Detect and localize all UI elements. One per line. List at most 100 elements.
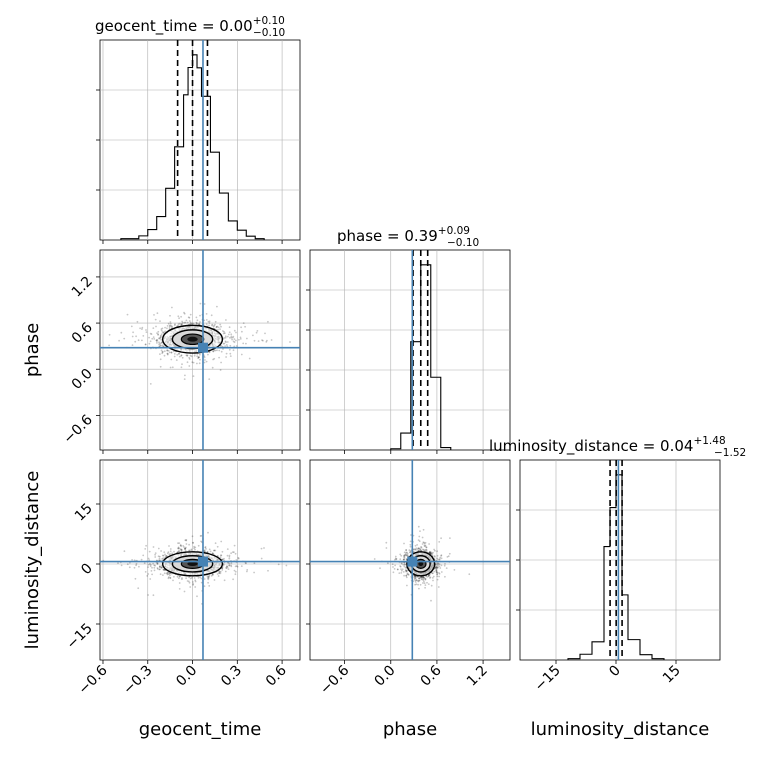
sample-point [404,553,407,556]
sample-point [392,566,394,568]
sample-point [220,554,223,557]
sample-point [178,582,181,584]
sample-point [159,358,162,361]
sample-point [225,352,228,355]
x-tick-label: 0.6 [418,662,445,689]
sample-point [220,540,223,543]
sample-point [208,378,211,380]
sample-point [421,578,423,580]
sample-point [190,323,193,326]
sample-point [145,329,147,331]
sample-point [196,595,198,598]
sample-point [146,575,149,577]
sample-point [166,349,169,352]
sample-point [406,554,409,557]
sample-point [194,579,197,582]
sample-point [436,566,438,569]
sample-point [232,340,235,343]
sample-point [436,550,438,553]
sample-point [425,546,428,549]
sample-point [430,599,432,602]
sample-point [178,317,181,320]
sample-point [155,325,157,328]
sample-point [394,564,396,567]
sample-point [159,565,161,568]
sample-point [403,551,406,554]
sample-point [168,573,170,576]
sample-point [443,564,446,567]
sample-point [141,328,143,330]
sample-point [168,326,171,329]
sample-point [196,355,199,358]
sample-point [149,383,152,385]
sample-point [237,556,240,559]
sample-point [418,535,421,538]
sample-point [438,565,441,568]
sample-point [188,580,190,583]
sample-point [226,341,229,343]
sample-point [438,572,441,575]
sample-point [161,566,163,569]
sample-point [239,336,242,339]
sample-point [226,554,229,557]
sample-point [199,302,202,305]
sample-point [166,352,169,355]
sample-point [379,567,381,570]
sample-point [205,548,207,550]
sample-point [133,559,136,562]
x-tick-label: 1.2 [464,663,491,690]
sample-point [242,342,245,345]
sample-point [178,542,181,544]
sample-point [422,576,425,579]
title-luminosity-distance-minus: −1.52 [714,447,746,459]
sample-point [394,557,397,560]
sample-point [436,573,439,575]
sample-point [435,568,438,571]
sample-point [188,358,191,360]
sample-point [405,569,408,572]
sample-point [200,534,203,537]
sample-point [244,325,247,328]
sample-point [261,339,263,341]
sample-point [413,550,415,553]
sample-point [208,324,210,327]
sample-point [156,339,159,341]
sample-point [181,363,183,366]
sample-point [178,550,181,552]
sample-point [241,330,243,333]
sample-point [423,542,426,545]
sample-point [219,572,222,575]
sample-point [240,353,243,356]
sample-point [177,546,180,549]
sample-point [173,550,175,553]
sample-point [228,557,231,560]
sample-point [149,565,152,568]
sample-point [169,577,172,579]
sample-point [204,546,207,548]
sample-point [468,573,471,576]
sample-point [414,577,416,580]
sample-point [169,550,172,553]
sample-point [199,314,201,317]
sample-point [224,335,227,338]
sample-point [204,359,206,361]
sample-point [232,578,235,581]
sample-point [159,568,161,571]
sample-point [220,325,222,328]
sample-point [120,564,123,567]
sample-point [399,558,402,561]
sample-point [256,330,259,332]
sample-point [228,336,231,339]
sample-point [405,576,408,579]
sample-point [399,553,402,556]
sample-point [224,570,227,573]
sample-point [193,545,196,548]
sample-point [223,330,225,333]
sample-point [167,577,170,580]
sample-point [153,564,156,567]
sample-point [171,325,173,328]
sample-point [170,325,173,327]
sample-point [447,555,450,558]
sample-point [429,577,431,579]
